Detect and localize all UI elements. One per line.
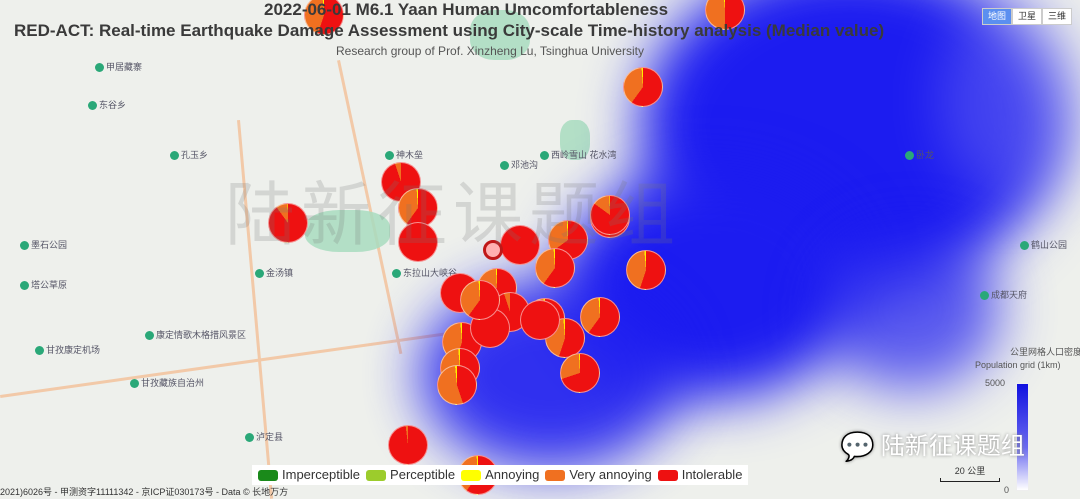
population-density <box>820 230 1000 390</box>
watermark: 陆新征课题组 <box>225 174 681 256</box>
park-area <box>470 10 530 60</box>
poi-icon <box>385 151 394 161</box>
scale-bar: 20 公里 <box>940 466 1000 482</box>
wechat-badge: 💬 陆新征课题组 <box>840 431 1025 462</box>
colorbar-min: 0 <box>1004 485 1010 495</box>
map-credit: Research group of Prof. Xinzheng Lu, Tsi… <box>336 44 644 58</box>
park-area <box>560 120 590 160</box>
legend: Imperceptible Perceptible Annoying Very … <box>252 465 749 485</box>
damage-pie-marker[interactable] <box>398 222 438 262</box>
damage-pie-marker[interactable] <box>580 297 620 337</box>
damage-pie-marker[interactable] <box>560 353 600 393</box>
poi-icon <box>130 379 139 389</box>
poi-icon <box>20 281 29 291</box>
place-label: 鹤山公园 <box>1020 240 1067 251</box>
map-type-switcher: 地图 卫星 三维 <box>981 8 1072 25</box>
colorbar-title-cn: 公里网格人口密度 <box>1010 347 1080 357</box>
poi-icon <box>145 331 154 341</box>
map-title: 2022-06-01 M6.1 Yaan Human Umcomfortable… <box>264 0 669 19</box>
population-colorbar <box>1016 383 1029 491</box>
map-subtitle: RED-ACT: Real-time Earthquake Damage Ass… <box>14 21 885 40</box>
damage-pie-marker[interactable] <box>623 67 663 107</box>
damage-pie-marker[interactable] <box>520 300 560 340</box>
poi-icon <box>392 269 401 279</box>
damage-pie-marker[interactable] <box>535 248 575 288</box>
poi-icon <box>170 151 179 161</box>
place-label: 金汤镇 <box>255 268 293 279</box>
place-label: 塔公草原 <box>20 280 67 291</box>
damage-pie-marker[interactable] <box>398 188 438 228</box>
damage-pie-marker[interactable] <box>460 280 500 320</box>
poi-icon <box>980 291 989 301</box>
poi-icon <box>1020 241 1029 251</box>
epicenter-marker[interactable] <box>483 240 503 260</box>
place-label: 神木垒 <box>385 150 423 161</box>
park-area <box>305 210 390 252</box>
damage-pie-marker[interactable] <box>590 195 630 235</box>
population-density <box>940 0 1080 200</box>
place-label: 成都天府 <box>980 290 1027 301</box>
damage-pie-marker[interactable] <box>500 225 540 265</box>
place-label: 泸定县 <box>245 432 283 443</box>
wechat-icon: 💬 <box>840 431 875 462</box>
damage-pie-marker[interactable] <box>626 250 666 290</box>
place-label: 康定情歌木格措风景区 <box>145 330 246 341</box>
legend-item-intolerable[interactable]: Intolerable <box>657 467 742 483</box>
place-label: 甘孜康定机场 <box>35 345 100 356</box>
map-type-3d[interactable]: 三维 <box>1041 8 1072 25</box>
place-label: 甘孜藏族自治州 <box>130 378 204 389</box>
damage-pie-marker[interactable] <box>304 0 344 35</box>
colorbar-max: 5000 <box>985 378 1006 388</box>
damage-pie-marker[interactable] <box>437 365 477 405</box>
legend-item-very-annoying[interactable]: Very annoying <box>545 467 652 483</box>
place-label: 卧龙 <box>905 150 934 161</box>
map-type-map[interactable]: 地图 <box>981 8 1012 25</box>
poi-icon <box>540 151 549 161</box>
damage-pie-marker[interactable] <box>388 425 428 465</box>
poi-icon <box>255 269 264 279</box>
damage-pie-marker[interactable] <box>268 203 308 243</box>
poi-icon <box>20 241 29 251</box>
colorbar-title-en: Population grid (1km) <box>975 360 1061 370</box>
poi-icon <box>95 63 104 73</box>
legend-item-perceptible[interactable]: Perceptible <box>366 467 455 483</box>
place-label: 西岭雪山 花水湾 <box>540 150 617 161</box>
place-label: 邓池沟 <box>500 160 538 171</box>
place-label: 甲居藏寨 <box>95 62 142 73</box>
legend-item-annoying[interactable]: Annoying <box>461 467 539 483</box>
place-label: 墨石公园 <box>20 240 67 251</box>
poi-icon <box>905 151 914 161</box>
place-label: 东谷乡 <box>88 100 126 111</box>
legend-item-imperceptible[interactable]: Imperceptible <box>258 467 360 483</box>
poi-icon <box>500 161 509 171</box>
map-type-satellite[interactable]: 卫星 <box>1011 8 1042 25</box>
poi-icon <box>88 101 97 111</box>
place-label: 东拉山大峡谷 <box>392 268 457 279</box>
poi-icon <box>245 433 254 443</box>
place-label: 孔玉乡 <box>170 150 208 161</box>
poi-icon <box>35 346 44 356</box>
copyright-text: 2021)6026号 - 甲测资字11111342 - 京ICP证030173号… <box>0 487 289 497</box>
